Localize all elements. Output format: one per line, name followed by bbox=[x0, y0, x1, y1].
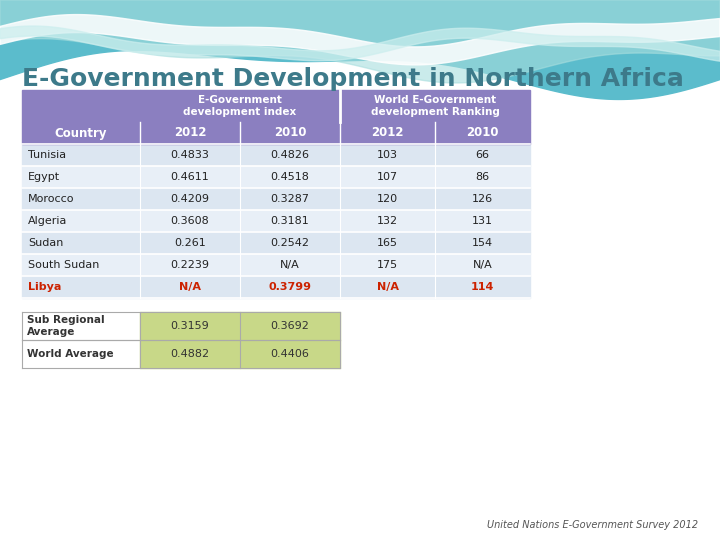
Bar bbox=[340, 90, 530, 122]
Text: 0.3799: 0.3799 bbox=[269, 282, 312, 292]
Text: 0.3159: 0.3159 bbox=[171, 321, 210, 331]
Text: 2010: 2010 bbox=[274, 126, 306, 139]
Bar bbox=[22, 312, 140, 340]
Text: 0.3692: 0.3692 bbox=[271, 321, 310, 331]
Text: 0.2542: 0.2542 bbox=[271, 238, 310, 248]
Text: 165: 165 bbox=[377, 238, 398, 248]
Text: 114: 114 bbox=[471, 282, 494, 292]
Bar bbox=[22, 166, 530, 188]
Text: 120: 120 bbox=[377, 194, 398, 204]
Bar bbox=[140, 90, 340, 122]
Text: 0.261: 0.261 bbox=[174, 238, 206, 248]
Bar bbox=[435, 122, 530, 144]
Text: 0.3181: 0.3181 bbox=[271, 216, 310, 226]
Bar bbox=[22, 90, 140, 122]
Text: 0.4406: 0.4406 bbox=[271, 349, 310, 359]
Text: 0.4611: 0.4611 bbox=[171, 172, 210, 182]
Bar bbox=[140, 312, 240, 340]
Text: 2010: 2010 bbox=[467, 126, 499, 139]
Text: N/A: N/A bbox=[179, 282, 201, 292]
Text: 0.4209: 0.4209 bbox=[171, 194, 210, 204]
Bar bbox=[240, 340, 340, 368]
Text: Sudan: Sudan bbox=[28, 238, 63, 248]
Text: 66: 66 bbox=[475, 150, 490, 160]
Text: E-Government
development index: E-Government development index bbox=[184, 95, 297, 117]
Text: 0.4833: 0.4833 bbox=[171, 150, 210, 160]
Bar bbox=[140, 340, 240, 368]
Bar bbox=[22, 254, 530, 276]
Bar bbox=[22, 276, 530, 298]
Text: 0.4826: 0.4826 bbox=[271, 150, 310, 160]
Text: Morocco: Morocco bbox=[28, 194, 74, 204]
Text: United Nations E-Government Survey 2012: United Nations E-Government Survey 2012 bbox=[487, 520, 698, 530]
Text: N/A: N/A bbox=[280, 260, 300, 270]
Text: Libya: Libya bbox=[28, 282, 61, 292]
Text: Algeria: Algeria bbox=[28, 216, 68, 226]
Bar bbox=[140, 122, 240, 144]
Text: Egypt: Egypt bbox=[28, 172, 60, 182]
Text: E-Government Development in Northern Africa: E-Government Development in Northern Afr… bbox=[22, 67, 684, 91]
Bar bbox=[340, 122, 435, 144]
Bar bbox=[22, 340, 140, 368]
Text: 131: 131 bbox=[472, 216, 493, 226]
Text: 2012: 2012 bbox=[174, 126, 206, 139]
Text: Sub Regional
Average: Sub Regional Average bbox=[27, 315, 104, 337]
Text: 86: 86 bbox=[475, 172, 490, 182]
Text: 154: 154 bbox=[472, 238, 493, 248]
Text: 2012: 2012 bbox=[372, 126, 404, 139]
Text: 0.2239: 0.2239 bbox=[171, 260, 210, 270]
Text: Country: Country bbox=[55, 126, 107, 139]
Text: 103: 103 bbox=[377, 150, 398, 160]
Text: 0.3287: 0.3287 bbox=[271, 194, 310, 204]
Text: 0.4518: 0.4518 bbox=[271, 172, 310, 182]
Bar bbox=[240, 312, 340, 340]
Text: World Average: World Average bbox=[27, 349, 114, 359]
Bar bbox=[240, 122, 340, 144]
Text: 175: 175 bbox=[377, 260, 398, 270]
Text: Tunisia: Tunisia bbox=[28, 150, 66, 160]
Bar bbox=[22, 232, 530, 254]
Bar bbox=[22, 210, 530, 232]
Text: 126: 126 bbox=[472, 194, 493, 204]
Text: 132: 132 bbox=[377, 216, 398, 226]
Bar bbox=[22, 122, 140, 144]
Text: N/A: N/A bbox=[472, 260, 492, 270]
Text: 107: 107 bbox=[377, 172, 398, 182]
Text: 0.3608: 0.3608 bbox=[171, 216, 210, 226]
Text: N/A: N/A bbox=[377, 282, 398, 292]
Bar bbox=[22, 144, 530, 166]
Text: 0.4882: 0.4882 bbox=[171, 349, 210, 359]
Text: World E-Government
development Ranking: World E-Government development Ranking bbox=[371, 95, 500, 117]
Text: South Sudan: South Sudan bbox=[28, 260, 99, 270]
Bar bbox=[22, 188, 530, 210]
